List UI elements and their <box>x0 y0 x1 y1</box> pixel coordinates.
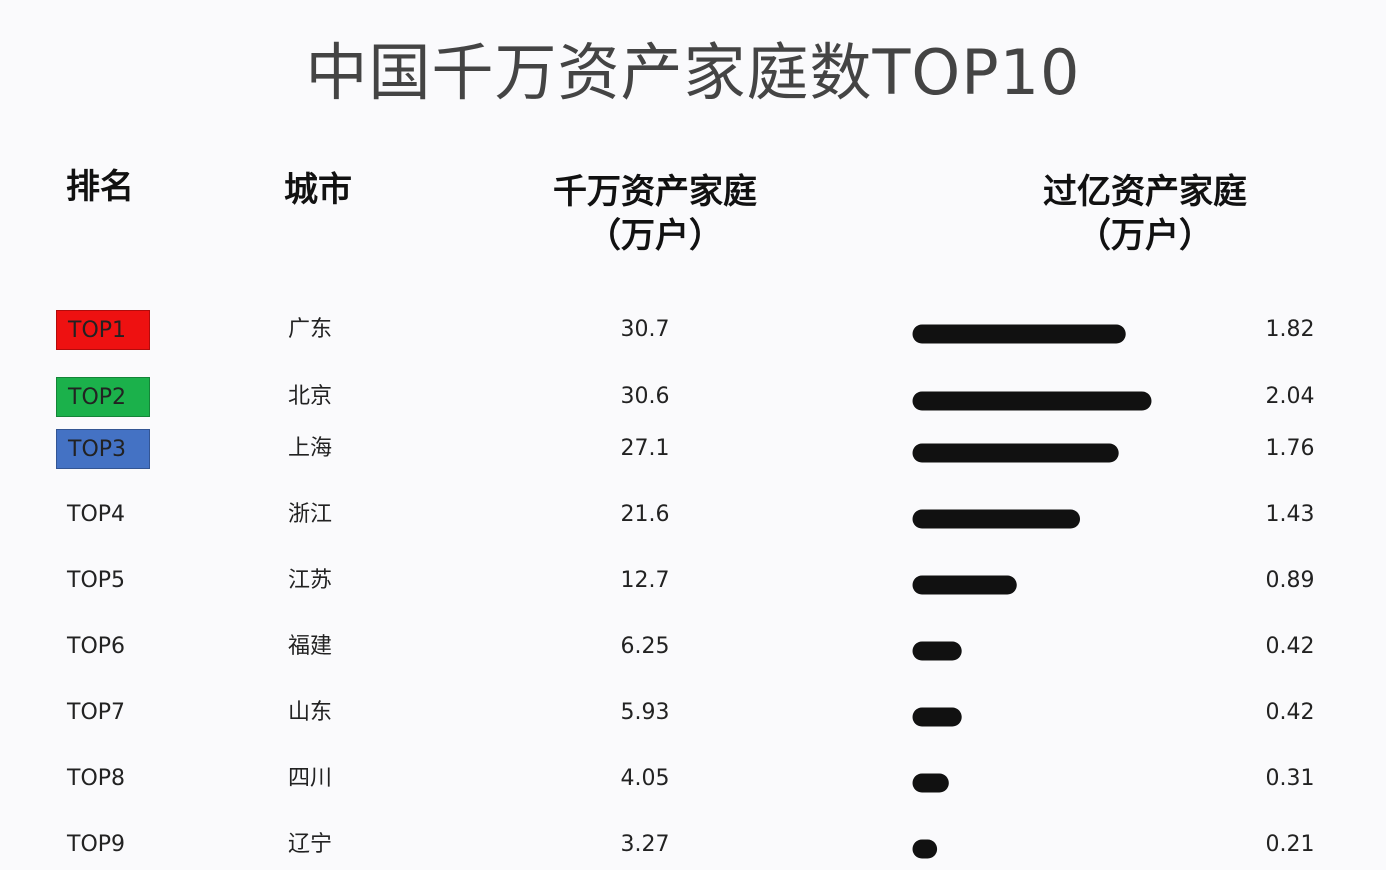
header-hundred-million-line2: （万户） <box>1077 216 1213 256</box>
hundred-million-value: 1.82 <box>1265 317 1315 342</box>
rank-label: TOP6 <box>67 634 126 659</box>
header-ten-million-line2: （万户） <box>587 216 723 256</box>
city-label: 北京 <box>288 384 333 409</box>
chart-title: 中国千万资产家庭数TOP10 <box>305 36 1081 109</box>
header-city: 城市 <box>284 170 352 210</box>
header-rank: 排名 <box>66 167 134 207</box>
rank-label: TOP7 <box>67 700 126 725</box>
ten-million-value: 12.7 <box>620 568 670 593</box>
rank-label: TOP5 <box>67 568 126 593</box>
hundred-million-value: 0.31 <box>1265 766 1315 791</box>
city-label: 山东 <box>288 700 333 725</box>
ten-million-value: 21.6 <box>620 502 670 527</box>
rank-label: TOP9 <box>67 832 126 857</box>
city-label: 浙江 <box>288 502 333 527</box>
city-label: 辽宁 <box>288 832 333 857</box>
ten-million-value: 27.1 <box>620 436 670 461</box>
ten-million-value: 6.25 <box>620 634 670 659</box>
header-hundred-million-line1: 过亿资产家庭 <box>1043 172 1247 212</box>
hundred-million-value: 0.21 <box>1265 832 1315 857</box>
city-label: 广东 <box>288 317 333 342</box>
ten-million-value: 5.93 <box>620 700 670 725</box>
city-label: 江苏 <box>288 568 333 593</box>
city-label: 四川 <box>288 766 333 791</box>
rank-label: TOP3 <box>56 429 150 469</box>
hundred-million-value: 2.04 <box>1265 384 1315 409</box>
header-hundred-million: 过亿资产家庭 （万户） <box>990 170 1300 258</box>
city-label: 福建 <box>288 634 333 659</box>
header-ten-million: 千万资产家庭 （万户） <box>500 170 810 258</box>
rank-label: TOP8 <box>67 766 126 791</box>
rank-label: TOP4 <box>67 502 126 527</box>
hundred-million-value: 1.43 <box>1265 502 1315 527</box>
rank-label: TOP1 <box>56 310 150 350</box>
ten-million-value: 30.6 <box>620 384 670 409</box>
header-ten-million-line1: 千万资产家庭 <box>553 172 757 212</box>
ten-million-value: 4.05 <box>620 766 670 791</box>
hundred-million-value: 1.76 <box>1265 436 1315 461</box>
city-label: 上海 <box>288 436 333 461</box>
hundred-million-value: 0.89 <box>1265 568 1315 593</box>
hundred-million-value: 0.42 <box>1265 700 1315 725</box>
ten-million-value: 30.7 <box>620 317 670 342</box>
ten-million-value: 3.27 <box>620 832 670 857</box>
rank-label: TOP2 <box>56 377 150 417</box>
hundred-million-value: 0.42 <box>1265 634 1315 659</box>
